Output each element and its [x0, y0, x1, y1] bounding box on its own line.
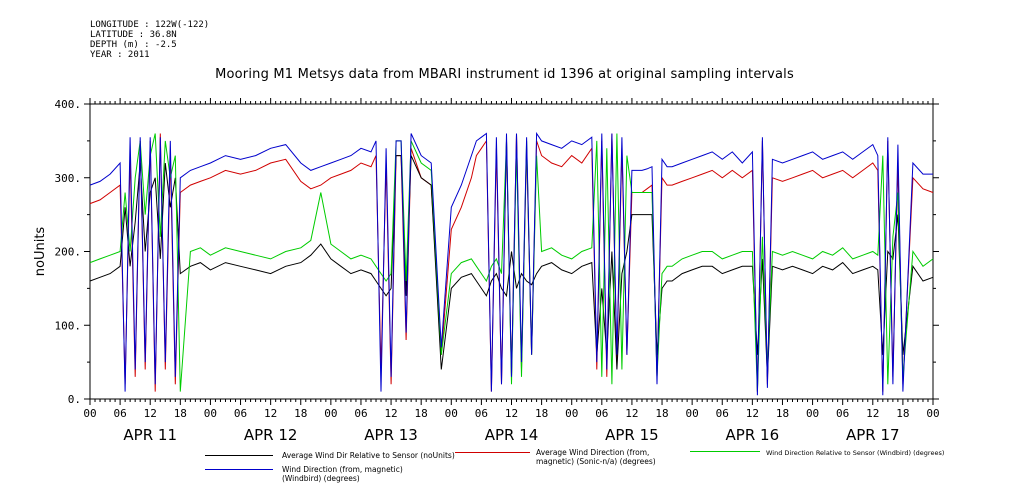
- legend-label-2: Wind Direction Relative to Sensor (Windb…: [766, 449, 945, 457]
- x-tick-label: 12: [746, 407, 759, 420]
- legend-label-1: Average Wind Direction (from, magnetic) …: [536, 448, 656, 466]
- day-label: APR 14: [485, 426, 539, 444]
- series-line-0: [89, 155, 934, 377]
- x-tick-label: 12: [264, 407, 277, 420]
- x-tick-label: 06: [836, 407, 849, 420]
- x-tick-label: 00: [445, 407, 458, 420]
- day-label: APR 12: [244, 426, 298, 444]
- x-tick-label: 00: [806, 407, 819, 420]
- x-tick-label: 18: [776, 407, 789, 420]
- legend-swatch-2: [690, 451, 760, 452]
- chart-title: Mooring M1 Metsys data from MBARI instru…: [215, 67, 794, 82]
- x-tick-label: 00: [83, 407, 96, 420]
- x-tick-label: 12: [144, 407, 157, 420]
- x-tick-label: 06: [475, 407, 488, 420]
- depth-label: DEPTH (m) : -2.5: [90, 40, 177, 50]
- x-tick-label: 00: [324, 407, 337, 420]
- legend-swatch-0: [205, 455, 273, 456]
- legend-label-3: Wind Direction (from, magnetic) (Windbir…: [282, 465, 403, 483]
- y-tick-label: 300.: [55, 172, 82, 185]
- day-label: APR 13: [364, 426, 418, 444]
- y-tick-label: 400.: [55, 98, 82, 111]
- x-tick-label: 00: [926, 407, 939, 420]
- legend-label-0: Average Wind Dir Relative to Sensor (noU…: [282, 451, 455, 460]
- latitude-label: LATITUDE : 36.8N: [90, 30, 177, 40]
- day-label: APR 17: [846, 426, 900, 444]
- y-tick-label: 200.: [55, 246, 82, 259]
- day-label: APR 16: [726, 426, 780, 444]
- day-label: APR 11: [123, 426, 177, 444]
- day-label: APR 15: [605, 426, 659, 444]
- y-axis-label: noUnits: [33, 227, 48, 277]
- year-label: YEAR : 2011: [90, 50, 150, 60]
- x-tick-label: 18: [655, 407, 668, 420]
- x-tick-label: 18: [294, 407, 307, 420]
- x-tick-label: 12: [505, 407, 518, 420]
- x-tick-label: 06: [234, 407, 247, 420]
- longitude-label: LONGITUDE : 122W(-122): [90, 20, 210, 30]
- x-tick-label: 12: [384, 407, 397, 420]
- x-tick-label: 12: [625, 407, 638, 420]
- x-tick-label: 00: [204, 407, 217, 420]
- y-tick-label: 100.: [55, 319, 82, 332]
- x-tick-label: 06: [716, 407, 729, 420]
- x-tick-label: 06: [113, 407, 126, 420]
- x-tick-label: 18: [535, 407, 548, 420]
- x-tick-label: 18: [174, 407, 187, 420]
- x-tick-label: 12: [866, 407, 879, 420]
- x-tick-label: 18: [415, 407, 428, 420]
- legend-swatch-3: [205, 469, 273, 470]
- x-tick-label: 18: [896, 407, 909, 420]
- x-tick-label: 06: [595, 407, 608, 420]
- legend-swatch-1: [455, 452, 530, 453]
- series-line-3: [89, 131, 933, 396]
- x-tick-label: 00: [686, 407, 699, 420]
- y-tick-label: 0.: [68, 393, 81, 406]
- location-metadata: LONGITUDE : 122W(-122) LATITUDE : 36.8N …: [90, 20, 209, 60]
- x-tick-label: 06: [354, 407, 367, 420]
- x-tick-label: 00: [565, 407, 578, 420]
